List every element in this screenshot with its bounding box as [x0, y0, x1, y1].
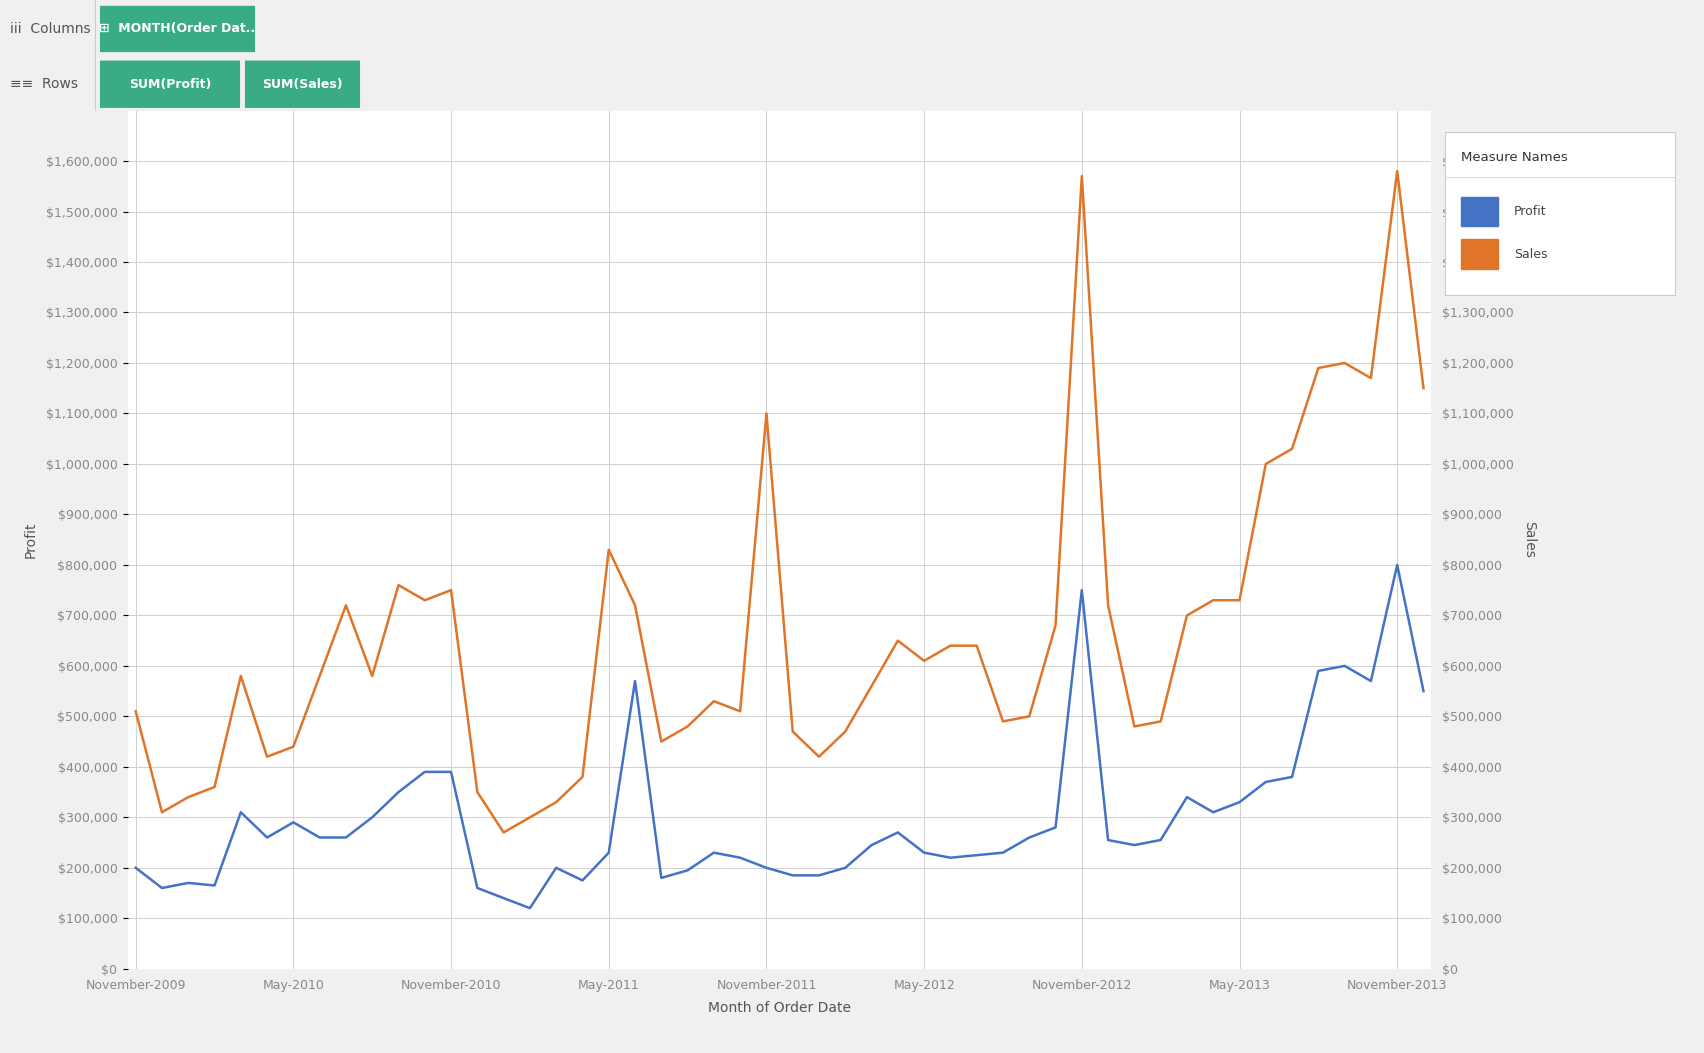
Text: Profit: Profit — [1513, 205, 1547, 218]
Text: ⊞  MONTH(Order Dat..: ⊞ MONTH(Order Dat.. — [99, 22, 256, 36]
Bar — [1460, 197, 1498, 226]
Text: Sales: Sales — [1513, 247, 1547, 260]
Text: ≡≡  Rows: ≡≡ Rows — [10, 77, 78, 92]
Text: SUM(Profit): SUM(Profit) — [130, 78, 211, 91]
Text: iii  Columns: iii Columns — [10, 22, 90, 36]
X-axis label: Month of Order Date: Month of Order Date — [709, 1000, 850, 1014]
Text: Measure Names: Measure Names — [1460, 152, 1568, 164]
FancyBboxPatch shape — [245, 61, 360, 107]
Y-axis label: Sales: Sales — [1522, 521, 1535, 558]
Y-axis label: Profit: Profit — [24, 521, 37, 558]
Text: SUM(Sales): SUM(Sales) — [262, 78, 343, 91]
FancyBboxPatch shape — [101, 61, 240, 107]
Bar — [1460, 239, 1498, 269]
FancyBboxPatch shape — [101, 5, 256, 52]
